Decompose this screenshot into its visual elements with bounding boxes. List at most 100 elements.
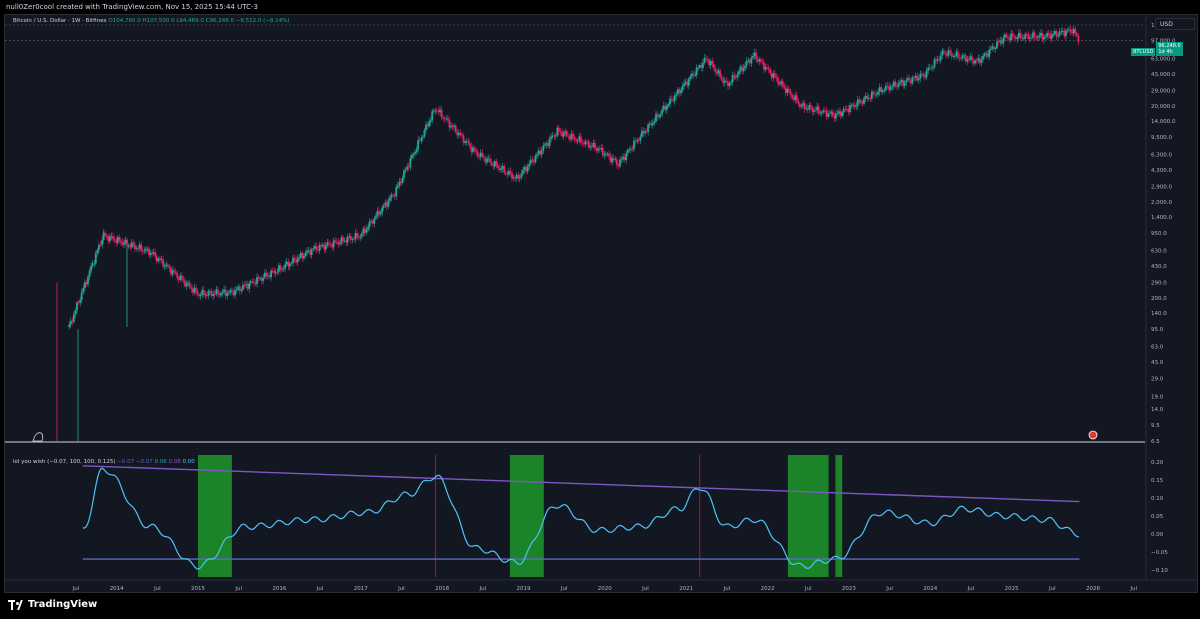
- candle: [935, 56, 937, 64]
- price-axis-label: 290.0: [1151, 281, 1167, 287]
- candle-body: [930, 67, 933, 69]
- candle-body: [559, 131, 562, 133]
- candle: [673, 92, 676, 105]
- candle: [820, 110, 823, 117]
- candle-body: [281, 269, 283, 270]
- candle: [633, 137, 635, 153]
- candle-body: [303, 256, 305, 259]
- candle-body: [550, 136, 552, 139]
- candle: [163, 262, 166, 271]
- candle-body: [775, 76, 778, 79]
- candle: [700, 62, 703, 72]
- tradingview-logo[interactable]: TradingView: [8, 599, 97, 610]
- candle: [637, 137, 640, 144]
- candle: [346, 233, 349, 246]
- candle-body: [655, 113, 657, 122]
- candle-body: [777, 78, 779, 84]
- candle-body: [124, 239, 127, 243]
- candle-body: [747, 60, 750, 61]
- candle: [584, 138, 587, 148]
- candle-body: [767, 67, 770, 70]
- candle-body: [1038, 35, 1041, 38]
- candle: [675, 90, 678, 99]
- time-axis-label: 2023: [842, 586, 856, 592]
- candle: [562, 130, 565, 140]
- candle-body: [77, 302, 80, 304]
- candle-body: [1046, 33, 1048, 37]
- candle-body: [351, 238, 354, 240]
- candle-body: [1008, 37, 1011, 41]
- candle: [440, 106, 443, 120]
- candle: [509, 167, 512, 177]
- candle: [373, 215, 376, 228]
- candle: [536, 151, 538, 159]
- candle: [381, 205, 383, 217]
- time-axis-label: Jul: [316, 586, 324, 592]
- chart-window[interactable]: 140,000.097,000.063,000.043,000.029,000.…: [4, 14, 1198, 593]
- candle-body: [206, 294, 208, 296]
- chart-canvas[interactable]: 140,000.097,000.063,000.043,000.029,000.…: [5, 15, 1197, 592]
- candle: [123, 239, 125, 248]
- candle-body: [340, 237, 343, 243]
- candle-body: [603, 154, 606, 156]
- candle: [486, 155, 488, 165]
- candle-body: [972, 60, 975, 64]
- candle: [531, 156, 534, 164]
- candle-body: [964, 55, 967, 62]
- candle-body: [874, 93, 876, 95]
- candle: [725, 77, 728, 84]
- candle: [237, 283, 240, 292]
- candle: [849, 102, 851, 115]
- candle-body: [265, 272, 268, 277]
- candle-body: [579, 136, 582, 143]
- candle-body: [975, 60, 978, 62]
- candle: [875, 90, 878, 98]
- candle-body: [822, 110, 825, 112]
- candle: [982, 53, 984, 63]
- candle: [938, 55, 940, 63]
- candle: [238, 284, 241, 295]
- candle-body: [126, 239, 128, 246]
- candle: [752, 52, 754, 60]
- candle: [678, 87, 681, 97]
- candle-body: [780, 81, 782, 84]
- candle: [79, 296, 82, 307]
- candle-body: [630, 148, 632, 150]
- candle: [185, 280, 188, 290]
- candle: [423, 128, 426, 139]
- candle-body: [1018, 32, 1020, 38]
- currency-button[interactable]: USD: [1155, 18, 1195, 30]
- candle-body: [899, 82, 901, 84]
- candle: [1075, 31, 1078, 38]
- candle: [506, 169, 509, 179]
- candle-body: [398, 181, 401, 186]
- candle: [775, 72, 778, 82]
- candle-body: [863, 98, 865, 104]
- candle: [121, 238, 124, 247]
- time-axis-label: Jul: [153, 586, 161, 592]
- candle: [601, 144, 604, 159]
- candle: [877, 88, 879, 98]
- candle-body: [861, 101, 864, 104]
- candle: [697, 65, 700, 72]
- candle-body: [803, 103, 806, 110]
- candle: [526, 163, 529, 175]
- candle-body: [896, 86, 898, 88]
- candle: [774, 69, 776, 79]
- candle: [151, 249, 153, 258]
- candle: [698, 63, 701, 70]
- candle-body: [1061, 30, 1064, 32]
- candle-body: [813, 110, 815, 112]
- candle: [558, 124, 560, 135]
- candle: [534, 153, 537, 164]
- candle: [367, 223, 369, 233]
- candle-body: [198, 294, 200, 296]
- candle-body: [99, 245, 102, 246]
- candle-body: [168, 266, 171, 269]
- candle: [403, 168, 405, 182]
- candle-body: [957, 51, 959, 58]
- candle: [426, 120, 429, 130]
- candle-body: [686, 81, 689, 86]
- candle: [406, 163, 409, 172]
- candle-body: [698, 65, 701, 68]
